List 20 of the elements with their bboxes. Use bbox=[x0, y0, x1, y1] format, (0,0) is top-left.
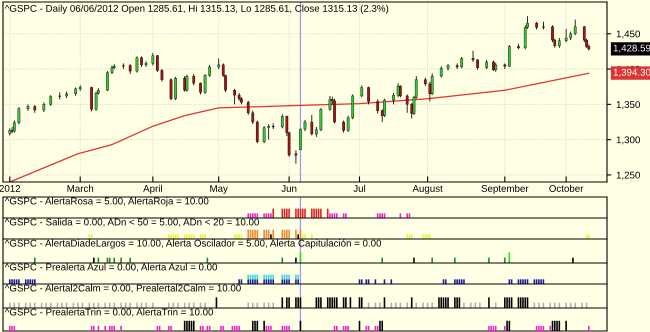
y-tick-label: 1,350 bbox=[616, 101, 640, 110]
chart-title: ^GSPC - Alertal2Calm = 0.00, Prealertal2Calm = 10.00 bbox=[4, 284, 241, 293]
annotation: 1,428.59 bbox=[614, 44, 650, 53]
y-tick-label: 1,300 bbox=[616, 136, 640, 144]
x-tick-label: March bbox=[67, 184, 94, 192]
x-tick-label: May bbox=[210, 185, 228, 194]
chart-title: ^GSPC - PrealertaTrin = 0.00, AlertaTrin = 10.00 bbox=[4, 308, 214, 317]
chart-title: ^GSPC - AlertaRosa = 5.00, AlertaRoja = 10.00 bbox=[4, 197, 208, 206]
chart-title: ^GSPC - Daily 06/06/2012 Open 1285.61, Hi 1315.13, Lo 1285.61, Close 1315.13 (2.3%) bbox=[4, 4, 388, 14]
x-tick-label: Jul bbox=[353, 184, 366, 192]
chart-title: ^GSPC - Salida = 0.00, ADn < 50 = 5.00, ADn < 20 = 10.00 bbox=[4, 218, 259, 227]
x-tick-label: October bbox=[549, 184, 584, 192]
y-tick-label: 1,450 bbox=[616, 30, 640, 39]
chart-title: ^GSPC - AlertaDiadeLargos = 10.00, Alerta Oscilador = 5.00, Alerta Capitulación = 0.00 bbox=[4, 239, 382, 249]
chart-title: ^GSPC - Prealerta Azul = 0.00, Alerta Azul = 0.00 bbox=[4, 263, 218, 272]
x-tick-label: August bbox=[412, 185, 443, 194]
y-tick-label: 1,250 bbox=[616, 172, 640, 180]
x-tick-label: April bbox=[143, 184, 162, 194]
x-tick-label: Jun bbox=[281, 185, 296, 192]
x-tick-label: September bbox=[481, 184, 528, 194]
